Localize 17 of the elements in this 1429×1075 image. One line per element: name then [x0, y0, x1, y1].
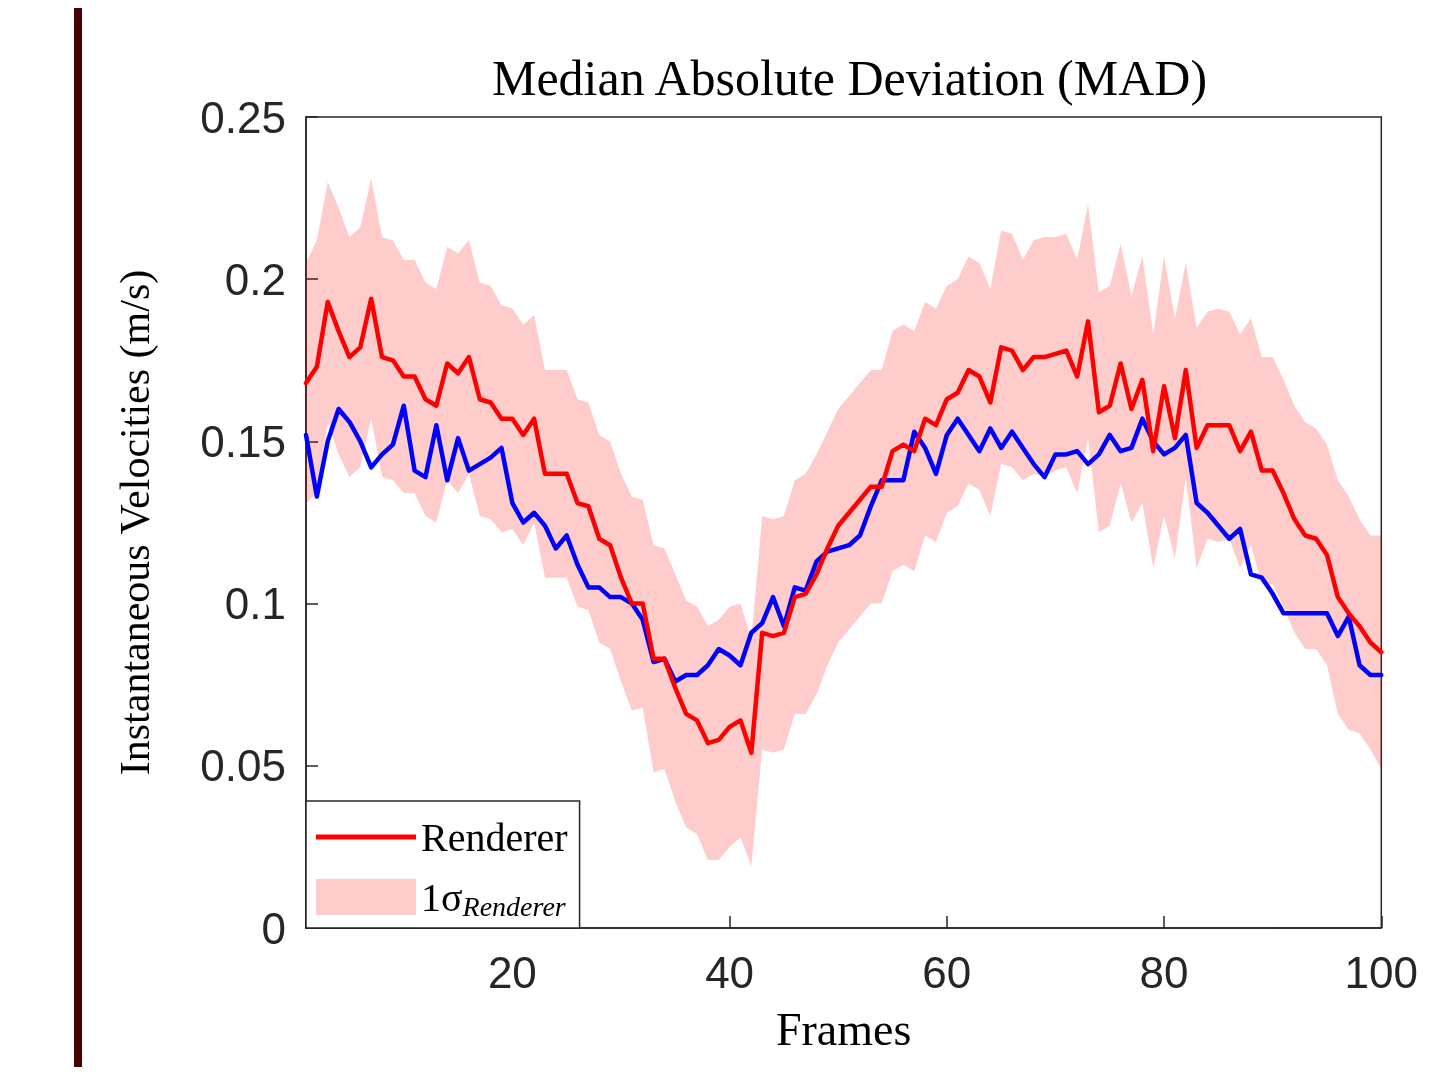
x-tick-label: 100 [1344, 947, 1418, 997]
text: Renderer [421, 814, 568, 860]
x-tick-label: 80 [1139, 947, 1189, 997]
y-tick-label: 0.2 [224, 254, 286, 304]
line-series [303, 296, 1384, 756]
x-tick-label: 40 [705, 947, 755, 997]
x-tick-label: 60 [922, 947, 972, 997]
y-tick-label: 0.15 [200, 416, 286, 466]
y-tick-label: 0.05 [200, 741, 286, 791]
y-axis-title: Instantaneous Velocities (m/s) [112, 269, 159, 776]
y-tick-label: 0.25 [200, 92, 286, 142]
y-tick-label: 0 [261, 903, 286, 953]
y-tick-label: 0.1 [224, 579, 286, 629]
chart-title: Median Absolute Deviation (MAD) [491, 50, 1208, 106]
x-tick-label: 20 [487, 947, 537, 997]
x-axis-title: Frames [775, 1003, 912, 1055]
line-series [303, 403, 1384, 684]
